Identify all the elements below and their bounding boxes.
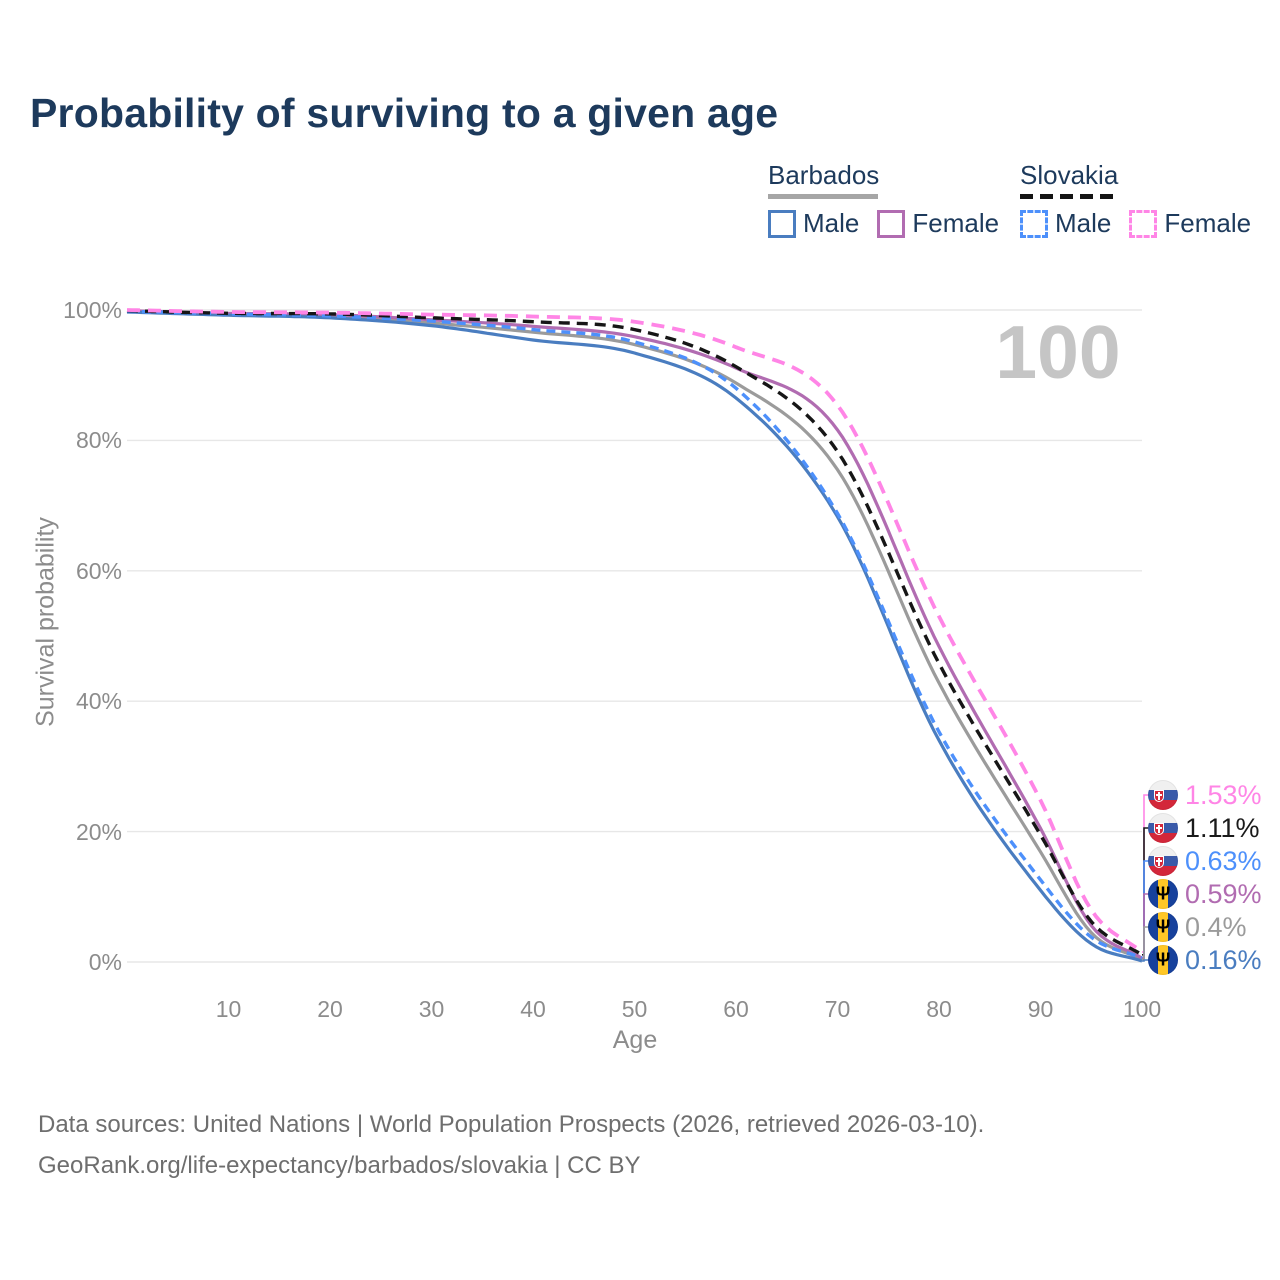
- legend-item-label: Female: [912, 208, 1000, 238]
- slovakia-flag-icon: [1148, 813, 1178, 843]
- y-tick-label: 80%: [75, 427, 122, 454]
- y-tick-label: 0%: [88, 949, 122, 975]
- slovakia-dashed-line-sample: [1020, 194, 1116, 199]
- x-tick-label: 50: [621, 996, 648, 1022]
- end-label-slovakia-male[interactable]: 0.63%: [1148, 846, 1262, 876]
- barbados-flag-icon: Ψ: [1148, 945, 1178, 975]
- slovakia-female-swatch-icon: [1129, 209, 1158, 238]
- y-axis-title: Survival probability: [31, 517, 60, 727]
- y-tick-label: 40%: [75, 688, 122, 715]
- barbados-flag-icon: Ψ: [1148, 879, 1178, 909]
- barbados-female-swatch-icon: [877, 209, 906, 238]
- legend-group-slovakia: Slovakia Male Female: [1020, 160, 1251, 239]
- curve-barbados_total[interactable]: [126, 309, 1143, 961]
- curve-barbados_female[interactable]: [126, 309, 1143, 960]
- end-label-barbados-total[interactable]: Ψ 0.4%: [1148, 912, 1262, 942]
- x-tick-label: 20: [317, 996, 343, 1022]
- y-tick-label: 100%: [63, 297, 122, 323]
- slovakia-emblem-icon: [1154, 823, 1164, 835]
- legend-country-slovakia[interactable]: Slovakia: [1020, 160, 1119, 190]
- legend-item-barbados-male[interactable]: Male: [768, 208, 859, 239]
- page-title: Probability of surviving to a given age: [30, 90, 779, 136]
- slovakia-male-swatch-icon: [1020, 209, 1048, 238]
- legend-item-label: Male: [1055, 208, 1112, 238]
- slovakia-flag-icon: [1148, 846, 1178, 876]
- end-value: 1.53%: [1185, 779, 1262, 810]
- data-source-footer: Data sources: United Nations | World Pop…: [38, 1104, 984, 1186]
- legend-item-slovakia-male[interactable]: Male: [1020, 208, 1111, 239]
- curve-slovakia_total[interactable]: [126, 309, 1143, 957]
- y-tick-label: 60%: [75, 557, 122, 584]
- end-label-connector: [1142, 893, 1151, 959]
- barbados-male-swatch-icon: [768, 209, 796, 238]
- end-value: 1.11%: [1185, 812, 1260, 843]
- x-tick-label: 40: [520, 996, 546, 1022]
- barbados-trident-icon: Ψ: [1155, 916, 1171, 937]
- curve-slovakia_male[interactable]: [126, 309, 1143, 960]
- legend-item-barbados-female[interactable]: Female: [877, 208, 999, 239]
- slovakia-emblem-icon: [1154, 790, 1164, 802]
- footer-sources-line: Data sources: United Nations | World Pop…: [38, 1111, 985, 1138]
- end-label-connector: [1142, 959, 1151, 962]
- barbados-trident-icon: Ψ: [1155, 949, 1171, 970]
- end-label-slovakia-total[interactable]: 1.11%: [1148, 813, 1262, 843]
- barbados-solid-line-sample: [768, 194, 878, 199]
- barbados-flag-icon: Ψ: [1148, 912, 1178, 942]
- x-tick-label: 60: [723, 996, 749, 1022]
- x-tick-label: 70: [824, 996, 851, 1022]
- slovakia-flag-icon: [1148, 780, 1178, 810]
- curve-slovakia_female[interactable]: [126, 308, 1144, 954]
- legend-item-label: Male: [803, 208, 860, 238]
- footer-url-line[interactable]: GeoRank.org/life-expectancy/barbados/slo…: [38, 1152, 641, 1179]
- x-tick-label: 10: [215, 996, 242, 1022]
- x-tick-label: 90: [1027, 996, 1054, 1022]
- end-label-barbados-male[interactable]: Ψ 0.16%: [1148, 945, 1262, 975]
- end-value: 0.16%: [1185, 944, 1262, 975]
- series-end-labels: 1.53% 1.11% 0.63% Ψ 0.59% Ψ 0.4% Ψ 0.16%: [1148, 780, 1262, 975]
- end-label-connector: [1142, 926, 1151, 961]
- x-tick-label: 30: [418, 996, 445, 1022]
- x-tick-label: 100: [1122, 996, 1162, 1022]
- legend-item-label: Female: [1164, 208, 1252, 238]
- curve-barbados_male[interactable]: [126, 310, 1143, 963]
- slovakia-emblem-icon: [1154, 856, 1164, 868]
- legend-group-barbados: Barbados Male Female: [768, 160, 999, 239]
- barbados-trident-icon: Ψ: [1155, 883, 1171, 904]
- legend-item-slovakia-female[interactable]: Female: [1129, 208, 1251, 239]
- end-value: 0.59%: [1185, 878, 1262, 909]
- y-tick-label: 20%: [75, 818, 122, 845]
- end-label-slovakia-female[interactable]: 1.53%: [1148, 780, 1262, 810]
- end-label-barbados-female[interactable]: Ψ 0.59%: [1148, 879, 1262, 909]
- age-watermark: 100: [995, 310, 1120, 394]
- end-value: 0.4%: [1185, 911, 1247, 942]
- x-tick-label: 80: [926, 996, 952, 1022]
- end-value: 0.63%: [1185, 845, 1262, 876]
- legend-country-barbados[interactable]: Barbados: [768, 160, 880, 190]
- x-axis-title: Age: [612, 1026, 658, 1054]
